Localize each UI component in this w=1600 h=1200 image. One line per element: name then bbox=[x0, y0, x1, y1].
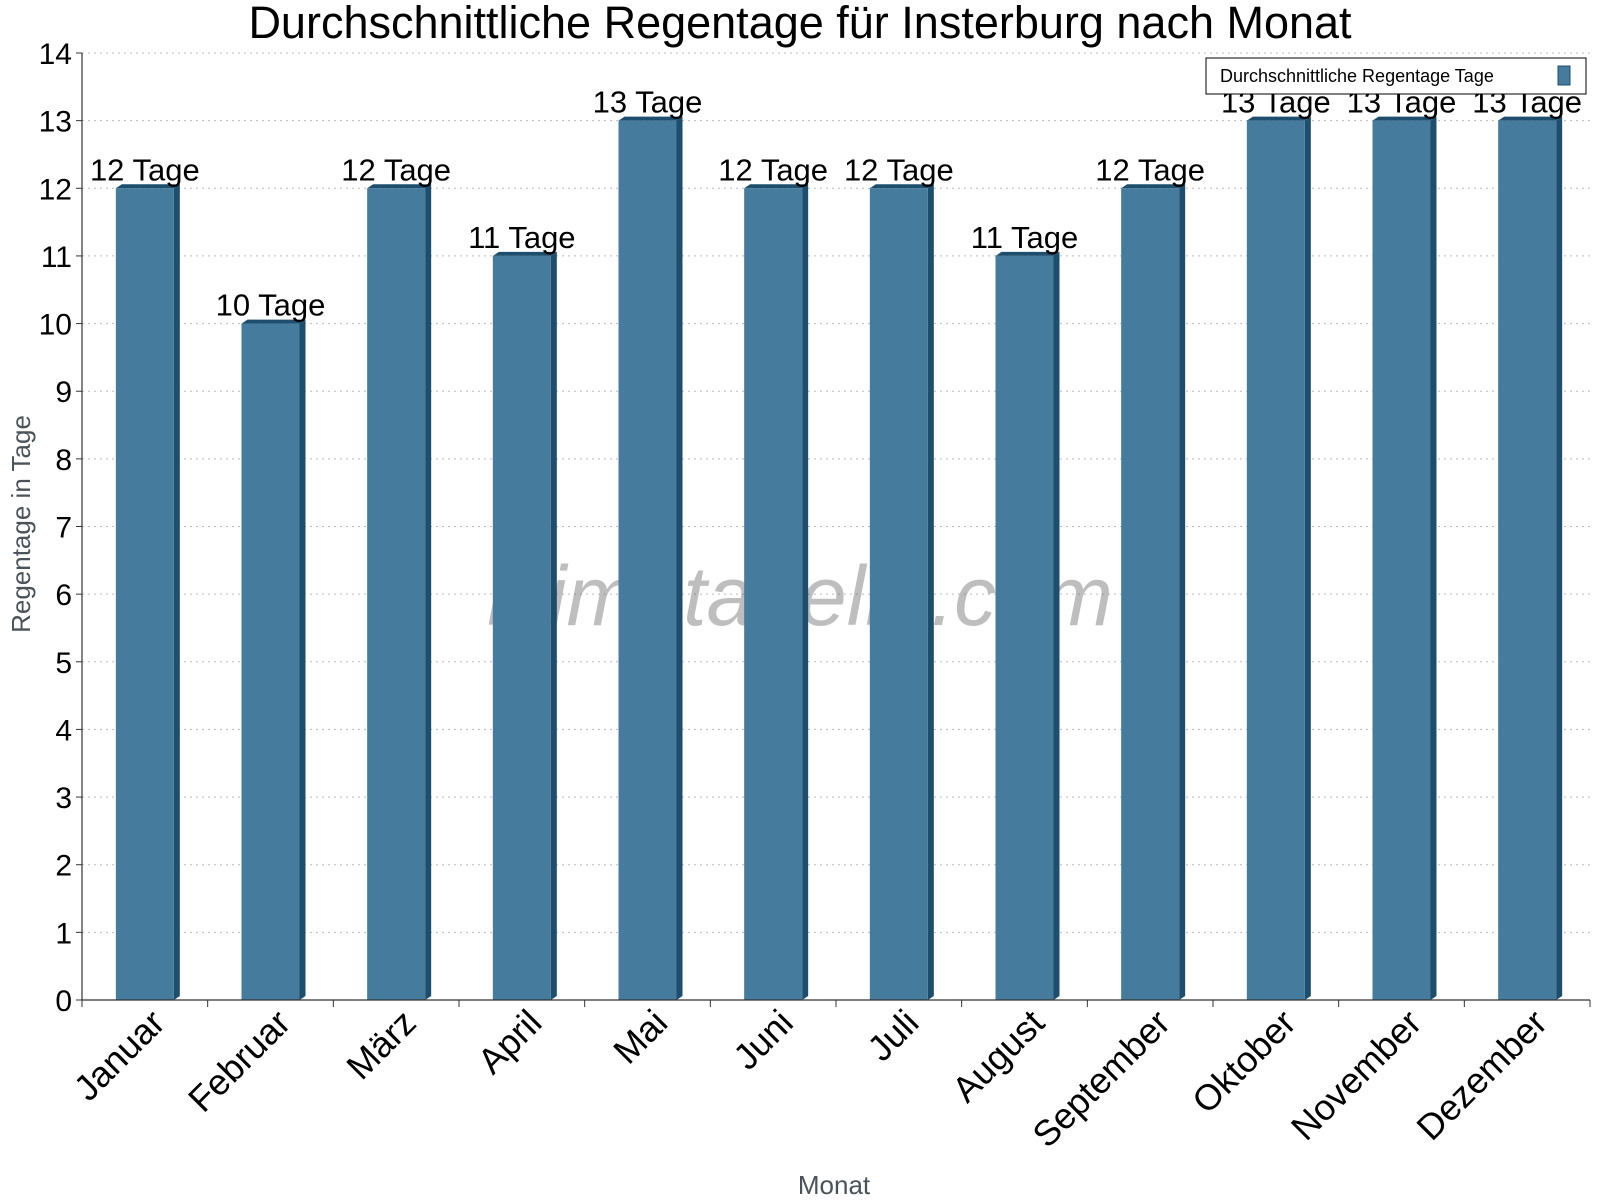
y-tick-label: 14 bbox=[39, 38, 72, 71]
bar-side bbox=[802, 184, 809, 1001]
bar-side bbox=[927, 184, 934, 1001]
legend-swatch bbox=[1557, 65, 1571, 86]
x-tick-label: August bbox=[944, 1002, 1052, 1110]
y-tick-label: 10 bbox=[39, 309, 72, 342]
bar bbox=[869, 184, 934, 1001]
bar-top bbox=[1121, 184, 1186, 189]
y-tick-label: 13 bbox=[39, 106, 72, 139]
bar-face bbox=[618, 120, 677, 1000]
y-tick-label: 6 bbox=[55, 579, 72, 612]
y-tick-label: 1 bbox=[55, 917, 72, 950]
y-tick-label: 5 bbox=[55, 647, 72, 680]
x-tick-label: März bbox=[338, 1002, 424, 1088]
bar bbox=[241, 319, 306, 1001]
bar-side bbox=[1179, 184, 1186, 1001]
x-tick-label: Januar bbox=[66, 1002, 173, 1109]
bar bbox=[995, 251, 1060, 1000]
bars bbox=[115, 116, 1563, 1001]
bar-side bbox=[676, 116, 683, 1000]
bar-top bbox=[367, 184, 432, 189]
x-tick-label: November bbox=[1283, 1002, 1429, 1148]
x-tick-label: Juli bbox=[859, 1002, 926, 1069]
x-tick-label: Dezember bbox=[1408, 1002, 1554, 1148]
bar-side bbox=[1304, 116, 1311, 1000]
bar-side bbox=[299, 319, 306, 1001]
legend-box bbox=[1205, 57, 1587, 95]
data-label: 12 Tage bbox=[718, 152, 828, 187]
bar bbox=[492, 251, 557, 1000]
bar-side bbox=[1556, 116, 1563, 1000]
bar-face bbox=[1246, 120, 1305, 1000]
bar-top bbox=[241, 319, 306, 324]
y-tick-label: 0 bbox=[55, 985, 72, 1018]
bar-side bbox=[1430, 116, 1437, 1000]
y-tick-label: 2 bbox=[55, 850, 72, 883]
y-tick-label: 3 bbox=[55, 782, 72, 815]
bar bbox=[1372, 116, 1437, 1000]
bar bbox=[744, 184, 809, 1001]
chart-title: Durchschnittliche Regentage für Insterbu… bbox=[248, 0, 1352, 48]
y-tick-label: 11 bbox=[41, 241, 72, 274]
bar-face bbox=[1121, 188, 1180, 1001]
bar-face bbox=[115, 188, 174, 1001]
legend: Durchschnittliche Regentage Tage bbox=[1205, 57, 1587, 95]
axes bbox=[76, 52, 1591, 1007]
bar-face bbox=[492, 255, 551, 1000]
x-tick-label: Juni bbox=[725, 1002, 801, 1078]
bar bbox=[1121, 184, 1186, 1001]
legend-label: Durchschnittliche Regentage Tage bbox=[1220, 66, 1494, 86]
bar-face bbox=[1372, 120, 1431, 1000]
data-label: 11 Tage bbox=[468, 220, 575, 255]
bar-face bbox=[241, 323, 300, 1001]
data-label: 12 Tage bbox=[341, 152, 451, 187]
bar-top bbox=[618, 116, 683, 121]
data-label: 11 Tage bbox=[971, 220, 1078, 255]
y-tick-label: 12 bbox=[39, 173, 72, 206]
bar-face bbox=[869, 188, 928, 1001]
y-tick-label: 7 bbox=[55, 512, 72, 545]
x-tick-label: April bbox=[470, 1002, 550, 1082]
bar-top bbox=[492, 251, 557, 256]
bar bbox=[618, 116, 683, 1000]
x-axis-label: Monat bbox=[798, 1170, 871, 1200]
grid-lines bbox=[82, 52, 1590, 933]
bar-top bbox=[995, 251, 1060, 256]
x-tick-label: September bbox=[1024, 1002, 1178, 1156]
bar-face bbox=[367, 188, 426, 1001]
data-label: 12 Tage bbox=[844, 152, 954, 187]
x-tick-label: Februar bbox=[180, 1002, 298, 1120]
bar-top bbox=[1498, 116, 1563, 121]
bar-top bbox=[1246, 116, 1311, 121]
bar-side bbox=[425, 184, 432, 1001]
bar bbox=[367, 184, 432, 1001]
bar-top bbox=[744, 184, 809, 189]
y-tick-label: 8 bbox=[55, 444, 72, 477]
bar-face bbox=[995, 255, 1054, 1000]
bar bbox=[1246, 116, 1311, 1000]
bar bbox=[115, 184, 180, 1001]
y-tick-label: 9 bbox=[55, 376, 72, 409]
bar-face bbox=[744, 188, 803, 1001]
bar bbox=[1498, 116, 1563, 1000]
x-tick-label: Mai bbox=[605, 1002, 675, 1072]
bar-side bbox=[173, 184, 180, 1001]
y-axis-label: Regentage in Tage bbox=[6, 415, 36, 633]
bar-side bbox=[1053, 251, 1060, 1000]
bar-top bbox=[869, 184, 934, 189]
x-tick-labels: Januar Februar März April Mai Juni Juli AugustS… bbox=[66, 1002, 1555, 1156]
data-labels: 12 Tage 10 Tage 12 Tage 11 Tage 13 Tage 12 Ta… bbox=[90, 85, 1582, 323]
data-label: 10 Tage bbox=[216, 288, 326, 323]
y-tick-label: 4 bbox=[55, 714, 72, 747]
bar-side bbox=[550, 251, 557, 1000]
x-tick-label: Oktober bbox=[1184, 1002, 1304, 1122]
data-label: 12 Tage bbox=[1095, 152, 1205, 187]
data-label: 12 Tage bbox=[90, 152, 200, 187]
data-label: 13 Tage bbox=[593, 85, 703, 120]
bar-top bbox=[1372, 116, 1437, 121]
bar-face bbox=[1498, 120, 1557, 1000]
bar-top bbox=[115, 184, 180, 189]
